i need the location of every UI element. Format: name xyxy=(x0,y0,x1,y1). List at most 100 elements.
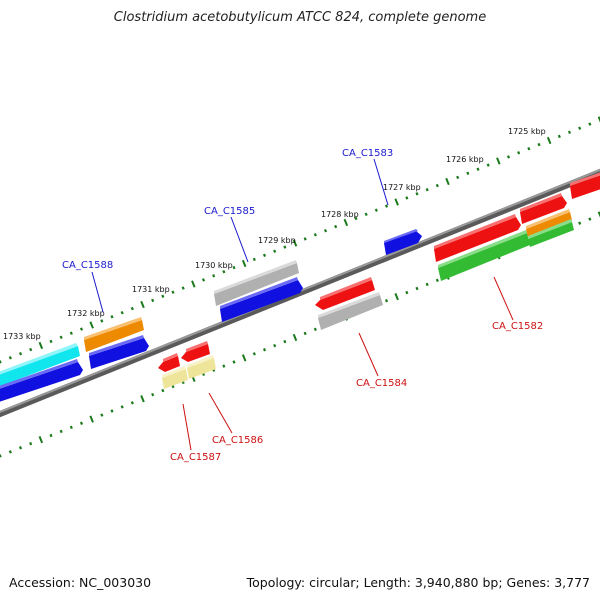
gene-label-ca-c1583[interactable]: CA_C1583 xyxy=(342,148,393,159)
minor-tick xyxy=(79,421,84,425)
gene-feature-ca-c1587[interactable] xyxy=(158,353,180,372)
tick-label: 1732 kbp xyxy=(67,309,105,318)
minor-tick xyxy=(49,433,53,438)
minor-tick xyxy=(222,364,226,368)
tick-label: 1730 kbp xyxy=(195,261,233,270)
major-tick xyxy=(292,239,298,247)
major-tick xyxy=(38,341,44,350)
tick-label: 1727 kbp xyxy=(383,183,421,192)
minor-tick xyxy=(151,298,155,303)
minor-tick xyxy=(313,327,317,332)
gene-feature-red[interactable] xyxy=(570,169,600,199)
gene-feature-ca-c1584[interactable] xyxy=(315,277,375,310)
major-tick xyxy=(496,157,501,165)
minor-tick xyxy=(364,212,368,217)
minor-tick xyxy=(303,331,307,336)
minor-tick xyxy=(466,171,470,176)
major-tick xyxy=(38,435,44,444)
minor-tick xyxy=(527,146,531,151)
gene-label-ca-c1588[interactable]: CA_C1588 xyxy=(62,260,113,271)
minor-tick xyxy=(567,130,572,135)
tick-label: 1725 kbp xyxy=(508,127,546,136)
major-tick xyxy=(445,177,450,186)
minor-tick xyxy=(456,175,460,180)
minor-tick xyxy=(303,237,307,241)
minor-tick xyxy=(578,221,582,225)
major-tick xyxy=(394,293,399,301)
gene-feature-ca-c1586[interactable] xyxy=(181,341,210,362)
minor-tick xyxy=(425,187,429,192)
gene-feature-cyan[interactable] xyxy=(0,343,80,390)
gene-feature-orange[interactable] xyxy=(84,317,144,352)
minor-tick xyxy=(161,294,165,299)
gene-feature-red[interactable] xyxy=(434,214,521,262)
minor-tick xyxy=(100,319,104,323)
tick-label: 1728 kbp xyxy=(321,210,359,219)
minor-tick xyxy=(69,331,73,335)
gene-labels: CA_C1583 CA_C1585 CA_C1588 CA_C1582 CA_C… xyxy=(62,148,543,463)
minor-tick xyxy=(435,278,439,283)
tick-label: 1733 kbp xyxy=(3,332,41,341)
minor-tick xyxy=(252,352,256,356)
minor-tick xyxy=(8,450,12,454)
map-title: Clostridium acetobutylicum ATCC 824, com… xyxy=(113,10,487,25)
minor-tick xyxy=(201,278,206,282)
minor-tick xyxy=(334,224,338,229)
minor-tick xyxy=(506,155,511,159)
kbp-scale: 1725 kbp 1726 kbp 1727 kbp 1728 kbp 1729… xyxy=(3,127,546,341)
gene-feature-ca-c1583[interactable] xyxy=(384,229,422,255)
tick-label: 1726 kbp xyxy=(446,155,484,164)
minor-tick xyxy=(486,163,490,167)
minor-tick xyxy=(151,392,155,397)
minor-tick xyxy=(232,360,236,364)
minor-tick xyxy=(0,454,2,458)
minor-tick xyxy=(313,233,317,237)
minor-tick xyxy=(171,290,175,294)
major-tick xyxy=(140,395,145,403)
minor-tick xyxy=(273,249,277,253)
minor-tick xyxy=(59,429,63,434)
gene-feature-red[interactable] xyxy=(520,193,567,224)
minor-tick xyxy=(415,286,419,291)
gene-feature-ca-c1588[interactable] xyxy=(89,335,149,369)
minor-tick xyxy=(517,151,521,155)
minor-tick xyxy=(18,446,23,450)
minor-tick xyxy=(262,253,267,258)
minor-tick xyxy=(283,339,287,344)
major-tick xyxy=(546,136,552,145)
gene-label-ca-c1587[interactable]: CA_C1587 xyxy=(170,452,221,463)
minor-tick xyxy=(18,351,23,356)
minor-tick xyxy=(557,134,561,139)
gene-feature-grey[interactable] xyxy=(318,292,383,330)
gene-feature-grey[interactable] xyxy=(214,260,299,306)
major-tick xyxy=(343,218,349,227)
minor-tick xyxy=(588,122,592,126)
gene-feature-ca-c1582[interactable] xyxy=(438,230,530,281)
gene-feature-green[interactable] xyxy=(528,219,574,247)
gene-features xyxy=(0,169,600,405)
gene-feature-blue[interactable] xyxy=(0,359,83,405)
gene-label-ca-c1584[interactable]: CA_C1584 xyxy=(356,378,407,389)
minor-tick xyxy=(222,269,226,274)
minor-tick xyxy=(212,274,216,278)
minor-tick xyxy=(110,315,114,319)
gene-label-ca-c1582[interactable]: CA_C1582 xyxy=(492,321,543,332)
gene-feature-ca-c1585[interactable] xyxy=(220,277,303,322)
minor-tick xyxy=(79,327,84,331)
major-tick xyxy=(241,354,247,362)
minor-tick xyxy=(354,216,358,221)
gene-label-ca-c1585[interactable]: CA_C1585 xyxy=(204,206,255,217)
minor-tick xyxy=(425,282,429,287)
tick-label: 1731 kbp xyxy=(132,285,170,294)
gene-feature-orange[interactable] xyxy=(526,209,572,237)
minor-tick xyxy=(120,310,124,315)
minor-tick xyxy=(537,142,541,147)
major-tick xyxy=(292,333,298,342)
gene-label-ca-c1586[interactable]: CA_C1586 xyxy=(212,435,263,446)
minor-tick xyxy=(323,228,328,233)
major-tick xyxy=(394,198,399,206)
major-tick xyxy=(241,259,247,268)
minor-tick xyxy=(110,409,114,413)
gene-feature-khaki[interactable] xyxy=(162,355,216,389)
